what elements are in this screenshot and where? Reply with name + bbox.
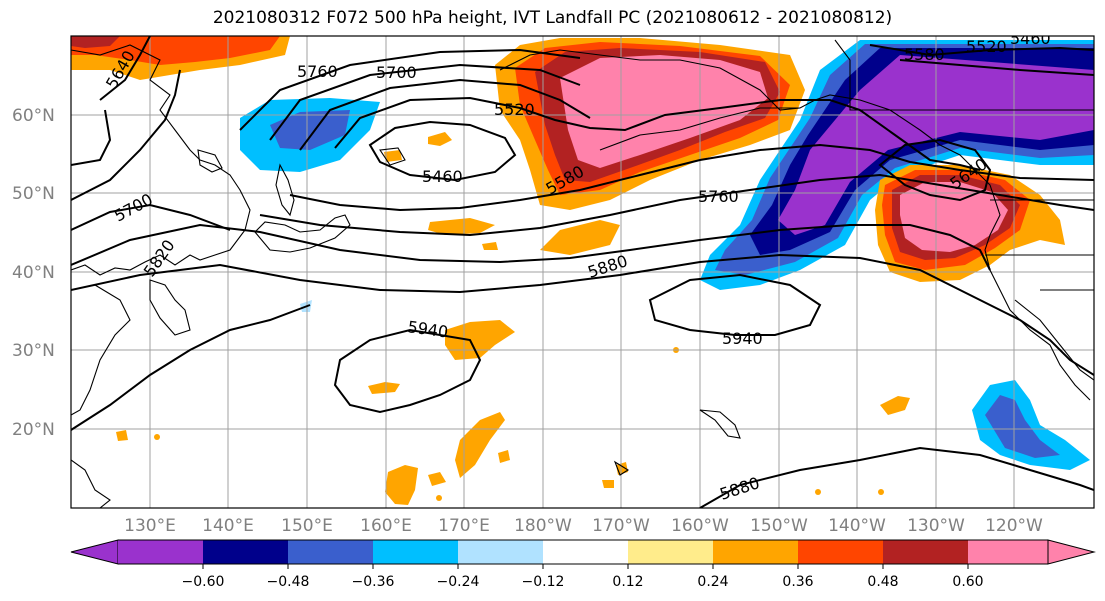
lat-label: 40°N	[12, 263, 55, 283]
contour-label: 5520	[966, 37, 1007, 56]
lon-label: 160°E	[360, 516, 412, 536]
ivt-negative-region-kuril	[240, 98, 380, 172]
graticule	[71, 36, 1094, 508]
colorbar: −0.60 −0.48 −0.36 −0.24 −0.12 0.12 0.24 …	[70, 539, 1096, 590]
colorbar-segment	[118, 540, 203, 564]
lat-label: 60°N	[12, 106, 55, 126]
lon-label: 140°E	[202, 516, 254, 536]
map-title: 2021080312 F072 500 hPa height, IVT Land…	[212, 8, 893, 28]
lon-label: 180°W	[514, 516, 572, 536]
map-border	[70, 35, 1095, 509]
lon-label: 130°E	[124, 516, 176, 536]
lon-label: 140°W	[828, 516, 886, 536]
colorbar-segment	[458, 540, 543, 564]
colorbar-tick-label: −0.48	[267, 574, 310, 590]
colorbar-tick-label: −0.12	[522, 574, 565, 590]
colorbar-tick-label: 0.24	[697, 574, 728, 590]
lat-label: 50°N	[12, 184, 55, 204]
contour-label: 5760	[297, 62, 338, 81]
colorbar-tick-label: 0.48	[867, 574, 898, 590]
contour-label: 5580	[904, 45, 945, 64]
colorbar-tick-label: 0.36	[782, 574, 813, 590]
colorbar-segment	[713, 540, 798, 564]
colorbar-tick-label: −0.36	[352, 574, 395, 590]
lon-label: 170°E	[438, 516, 490, 536]
colorbar-tick-label: −0.24	[437, 574, 480, 590]
ivt-negative-region-baja	[972, 380, 1090, 470]
contour-label: 5700	[376, 63, 417, 82]
lon-label: 120°W	[985, 516, 1043, 536]
colorbar-segment	[883, 540, 968, 564]
lon-label: 160°W	[671, 516, 729, 536]
longitude-labels: 130°E 140°E 150°E 160°E 170°E 180°W 170°…	[124, 516, 1043, 536]
colorbar-right-extend	[1047, 539, 1096, 565]
colorbar-segment	[628, 540, 713, 564]
colorbar-tick-label: 0.60	[952, 574, 983, 590]
lat-label: 20°N	[12, 420, 55, 440]
contour-label: 5760	[698, 187, 739, 206]
colorbar-segment	[543, 540, 628, 564]
lon-label: 130°W	[907, 516, 965, 536]
colorbar-tick-label: −0.60	[182, 574, 225, 590]
colorbar-tick-label: 0.12	[612, 574, 643, 590]
colorbar-left-extend	[70, 539, 119, 565]
colorbar-segment	[203, 540, 288, 564]
contour-label: 5520	[494, 100, 535, 119]
colorbar-segment	[798, 540, 883, 564]
coastlines	[71, 39, 1094, 508]
lon-label: 150°W	[750, 516, 808, 536]
colorbar-segment	[288, 540, 373, 564]
lon-label: 170°W	[592, 516, 650, 536]
lat-label: 30°N	[12, 341, 55, 361]
latitude-labels: 60°N 50°N 40°N 30°N 20°N	[12, 106, 55, 440]
height-contours	[71, 36, 1094, 508]
colorbar-segment	[968, 540, 1048, 564]
lon-label: 150°E	[281, 516, 333, 536]
contour-label: 5460	[1010, 29, 1051, 48]
contour-label: 5940	[722, 329, 763, 348]
colorbar-segment	[373, 540, 458, 564]
contour-label: 5460	[422, 167, 463, 186]
